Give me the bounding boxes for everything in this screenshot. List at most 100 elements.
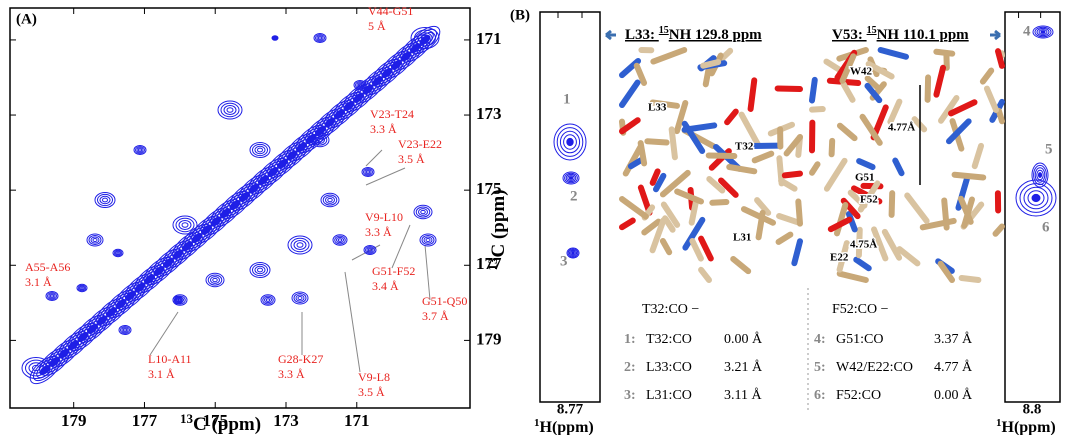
contour [361, 167, 375, 177]
bond [698, 266, 713, 283]
title-pre: V53: [832, 27, 867, 43]
y-tick-label: 173 [476, 104, 502, 123]
contour [325, 196, 335, 204]
contour [176, 298, 180, 302]
contour [310, 132, 330, 148]
annotation-pair: V23-T24 [370, 107, 414, 121]
contour [336, 236, 344, 244]
bond [682, 216, 706, 251]
bond [709, 199, 730, 206]
contour [76, 283, 88, 293]
annotation-distance: 3.5 Å [398, 152, 425, 166]
contour [571, 251, 575, 255]
contour [368, 248, 372, 252]
contour [135, 146, 145, 154]
bond [836, 240, 850, 273]
strip-peaks [553, 123, 587, 259]
table-cell: 4: [814, 332, 826, 347]
contour [254, 145, 266, 155]
bond [948, 99, 978, 117]
contour [366, 247, 374, 253]
contour [420, 209, 426, 215]
contour [249, 142, 271, 158]
title-post: NH 110.1 ppm [877, 27, 970, 43]
bond [740, 206, 777, 226]
bond [726, 163, 758, 175]
bond [619, 79, 641, 109]
bond [633, 62, 648, 86]
structure-title: V53: 15NH 110.1 ppm [832, 25, 969, 43]
contour [1038, 29, 1048, 35]
bond [958, 274, 982, 283]
table-cell: 1: [624, 332, 636, 347]
bond [827, 216, 853, 233]
strip-axis-label: 1H(ppm) [996, 417, 1056, 435]
peak-number: 5 [1045, 141, 1053, 157]
axis-text: C (ppm) [488, 189, 509, 257]
contour [1032, 25, 1054, 39]
contour [271, 35, 279, 41]
annotation-distance: 3.3 Å [370, 122, 397, 136]
bond [864, 75, 883, 93]
contour [97, 193, 113, 207]
axis-text: H(ppm) [540, 419, 594, 435]
bond [871, 226, 889, 262]
sup: 1 [996, 417, 1002, 429]
annotation-distance: 3.3 Å [278, 367, 305, 381]
strip-frame [539, 11, 601, 403]
contour [293, 293, 307, 303]
bond [836, 270, 869, 283]
bond [995, 48, 1005, 69]
bond [627, 156, 645, 170]
contour [322, 194, 338, 206]
bond [649, 168, 661, 186]
contour [568, 176, 574, 180]
bond [855, 226, 863, 259]
contour [94, 192, 116, 208]
contour [353, 80, 367, 90]
contour [252, 263, 268, 277]
contour [417, 32, 433, 44]
contour [418, 208, 428, 216]
contour [297, 296, 303, 300]
contour [410, 27, 440, 49]
title-pre: L33: [625, 27, 659, 43]
bond [649, 99, 680, 109]
contour [86, 233, 104, 247]
bond [776, 213, 802, 226]
contour [260, 294, 276, 306]
table-header: F52:CO − [832, 302, 889, 317]
bond [888, 190, 896, 218]
contour [88, 235, 102, 245]
table-cell: 4.77 Å [934, 359, 973, 375]
sup: 13 [180, 411, 194, 426]
sup: 15 [659, 25, 669, 36]
bond [992, 223, 1005, 237]
contour [99, 195, 111, 205]
contour [1031, 162, 1049, 188]
bond [933, 48, 956, 57]
bond [865, 61, 895, 80]
table-cell: 6: [814, 388, 826, 403]
bond [619, 217, 636, 231]
contour [138, 148, 142, 152]
structure-title: L33: 15NH 129.8 ppm [625, 25, 762, 43]
bond [718, 177, 739, 198]
bond [649, 217, 667, 254]
atom-label: T32 [735, 141, 754, 153]
contour [257, 267, 263, 273]
annotation-distance: 3.7 Å [422, 309, 449, 323]
contour [332, 234, 348, 246]
atom-label: L31 [733, 232, 751, 244]
annotation-pair: G51-F52 [372, 264, 415, 278]
bond [941, 197, 950, 231]
bond [933, 64, 947, 98]
contour [226, 107, 234, 113]
bond [754, 197, 772, 216]
contour [318, 36, 322, 40]
bond [706, 175, 726, 194]
contour [413, 204, 433, 220]
y-tick-label: 179 [476, 329, 502, 348]
table-cell: 3.11 Å [724, 387, 762, 403]
